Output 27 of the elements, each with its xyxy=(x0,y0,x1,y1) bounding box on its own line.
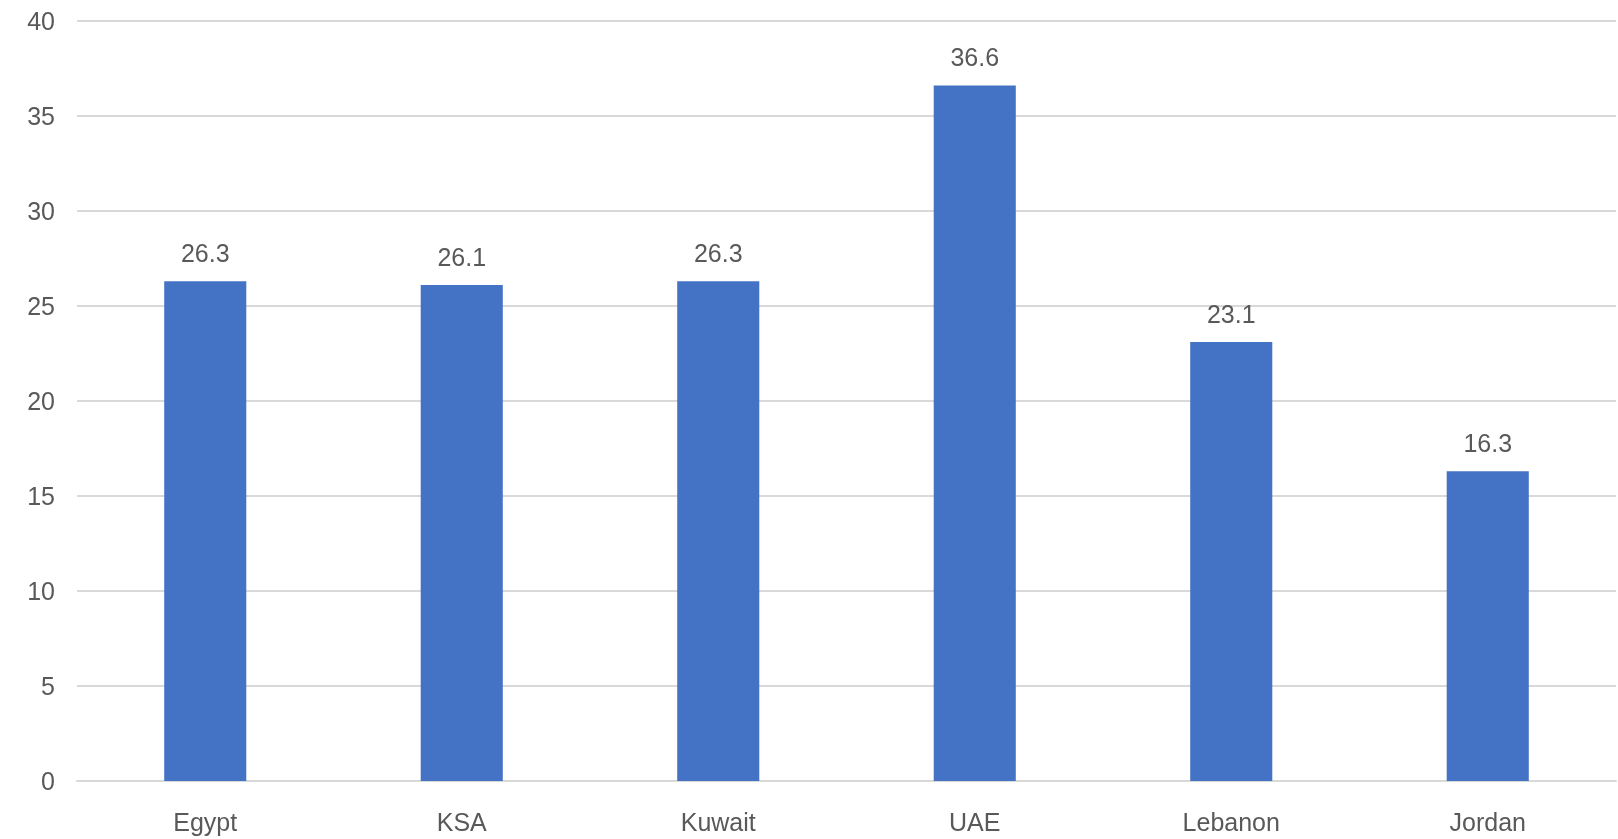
y-tick-label: 20 xyxy=(27,387,55,415)
y-tick-label: 5 xyxy=(41,672,55,700)
data-label: 26.3 xyxy=(180,238,230,267)
bar xyxy=(420,285,503,781)
data-label: 16.3 xyxy=(1463,428,1513,457)
x-tick-label: Kuwait xyxy=(680,807,756,836)
bar xyxy=(1190,342,1273,781)
data-label: 26.3 xyxy=(693,238,743,267)
y-tick-label: 25 xyxy=(27,292,55,320)
x-tick-label: UAE xyxy=(949,807,1001,836)
data-label: 23.1 xyxy=(1206,299,1256,328)
bar xyxy=(164,281,247,781)
bar xyxy=(677,281,760,781)
x-tick-label: Jordan xyxy=(1449,807,1526,836)
x-tick-label: KSA xyxy=(436,807,488,836)
y-tick-label: 30 xyxy=(27,197,55,225)
y-tick-label: 40 xyxy=(27,7,55,35)
data-label: 26.1 xyxy=(437,242,487,271)
bar xyxy=(933,85,1016,781)
y-tick-label: 35 xyxy=(27,102,55,130)
bar xyxy=(1446,471,1529,781)
data-label: 36.6 xyxy=(950,43,1000,72)
y-tick-label: 0 xyxy=(41,767,55,795)
y-tick-label: 10 xyxy=(27,577,55,605)
y-tick-label: 15 xyxy=(27,482,55,510)
x-tick-label: Lebanon xyxy=(1182,807,1280,836)
x-tick-label: Egypt xyxy=(173,807,238,836)
